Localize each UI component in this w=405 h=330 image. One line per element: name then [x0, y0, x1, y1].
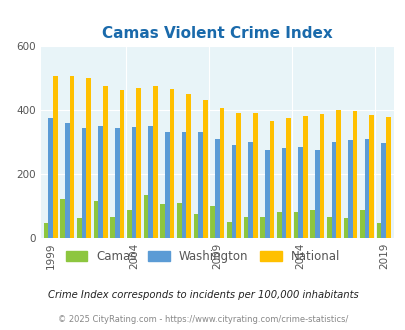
Text: © 2025 CityRating.com - https://www.cityrating.com/crime-statistics/: © 2025 CityRating.com - https://www.city…	[58, 315, 347, 324]
Bar	[53, 76, 58, 238]
Bar	[335, 110, 340, 238]
Bar	[302, 116, 307, 238]
Bar	[293, 212, 297, 238]
Bar	[136, 88, 141, 238]
Bar	[93, 201, 98, 238]
Bar	[131, 127, 136, 238]
Bar	[160, 204, 164, 238]
Bar	[309, 211, 314, 238]
Bar	[314, 150, 319, 238]
Bar	[115, 127, 119, 238]
Bar	[153, 86, 157, 238]
Bar	[181, 132, 186, 238]
Bar	[169, 89, 174, 238]
Bar	[143, 194, 148, 238]
Bar	[77, 218, 81, 238]
Bar	[110, 217, 115, 238]
Bar	[260, 217, 264, 238]
Bar	[119, 90, 124, 238]
Bar	[81, 127, 86, 238]
Bar	[43, 223, 48, 238]
Bar	[164, 132, 169, 238]
Bar	[236, 113, 240, 238]
Bar	[69, 76, 74, 238]
Bar	[186, 94, 190, 238]
Bar	[148, 126, 153, 238]
Text: Crime Index corresponds to incidents per 100,000 inhabitants: Crime Index corresponds to incidents per…	[47, 290, 358, 300]
Bar	[177, 203, 181, 238]
Bar	[286, 118, 290, 238]
Bar	[352, 111, 357, 238]
Bar	[102, 86, 107, 238]
Bar	[381, 144, 385, 238]
Bar	[127, 211, 131, 238]
Bar	[210, 206, 214, 238]
Bar	[65, 123, 69, 238]
Bar	[231, 145, 236, 238]
Bar	[297, 147, 302, 238]
Bar	[347, 140, 352, 238]
Bar	[364, 139, 369, 238]
Bar	[269, 120, 273, 238]
Title: Camas Violent Crime Index: Camas Violent Crime Index	[102, 26, 332, 41]
Legend: Camas, Washington, National: Camas, Washington, National	[65, 250, 340, 263]
Bar	[376, 223, 381, 238]
Bar	[343, 218, 347, 238]
Bar	[247, 142, 252, 238]
Bar	[331, 142, 335, 238]
Bar	[98, 126, 102, 238]
Bar	[276, 212, 281, 238]
Bar	[385, 117, 390, 238]
Bar	[252, 113, 257, 238]
Bar	[281, 148, 286, 238]
Bar	[319, 114, 323, 238]
Bar	[48, 118, 53, 238]
Bar	[86, 78, 91, 238]
Bar	[198, 132, 202, 238]
Bar	[326, 217, 331, 238]
Bar	[264, 150, 269, 238]
Bar	[359, 211, 364, 238]
Bar	[193, 214, 198, 238]
Bar	[243, 217, 247, 238]
Bar	[60, 199, 65, 238]
Bar	[226, 222, 231, 238]
Bar	[214, 139, 219, 238]
Bar	[202, 100, 207, 238]
Bar	[219, 108, 224, 238]
Bar	[369, 115, 373, 238]
